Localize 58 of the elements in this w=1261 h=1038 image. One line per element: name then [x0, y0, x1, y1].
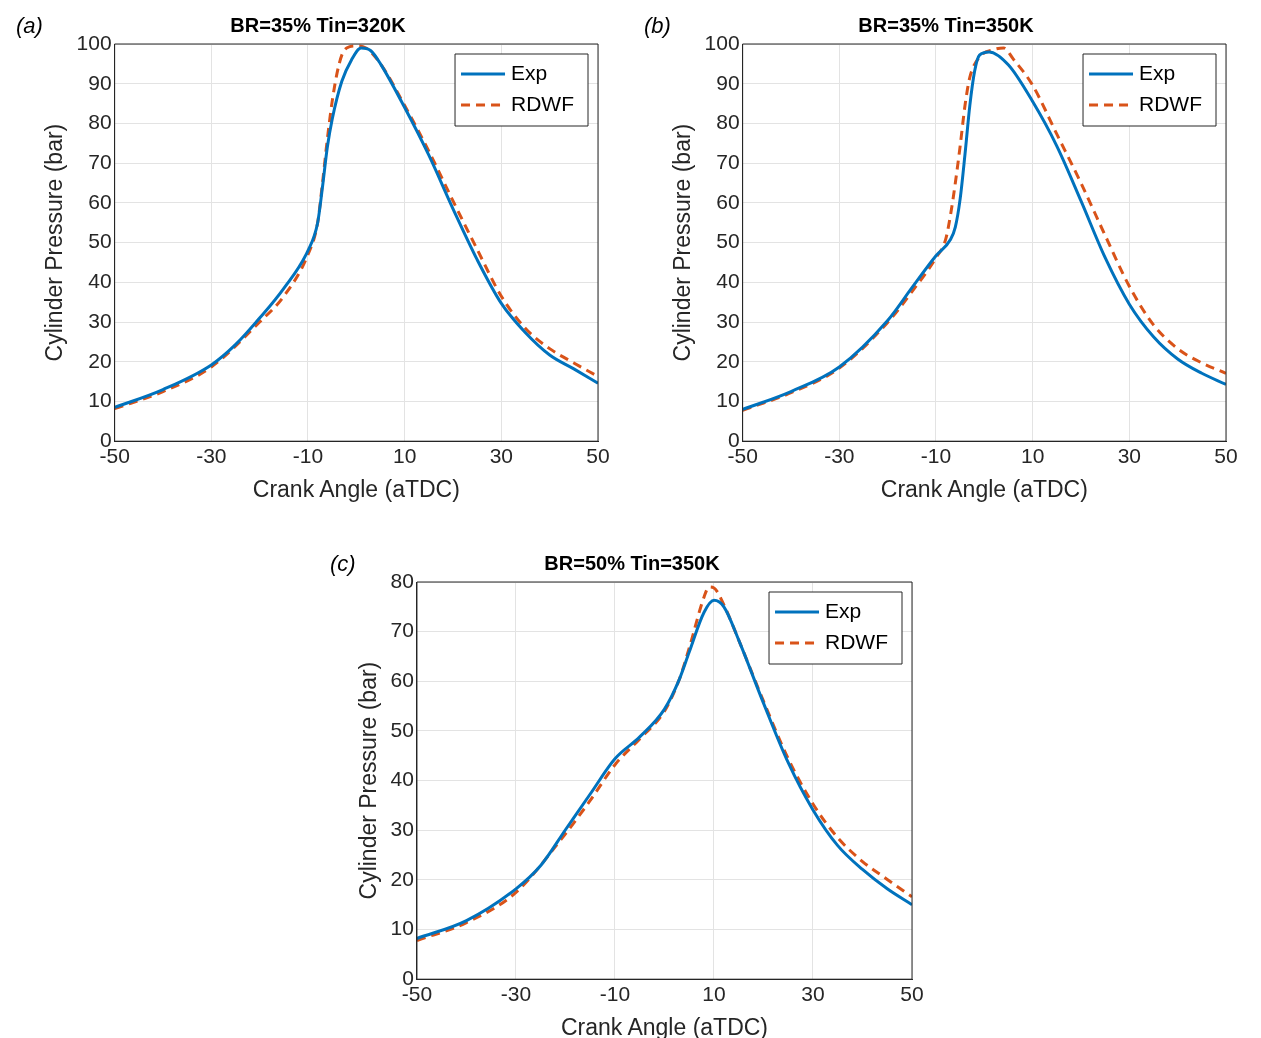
x-tick-label: -30	[824, 443, 855, 467]
y-tick-label: 50	[390, 717, 414, 741]
y-tick-label: 30	[88, 308, 112, 332]
text: (b)	[644, 13, 671, 39]
y-tick-label: 100	[704, 30, 740, 54]
x-tick-label: 50	[1214, 443, 1238, 467]
legend-label: Exp	[1139, 60, 1176, 84]
y-tick-label: 10	[88, 388, 112, 412]
y-axis-title: Cylinder Pressure (bar)	[355, 661, 382, 900]
x-tick-label: 30	[801, 981, 825, 1005]
y-tick-label: 40	[88, 269, 112, 293]
y-axis-title: Cylinder Pressure (bar)	[669, 123, 696, 362]
y-tick-label: 10	[716, 388, 740, 412]
x-axis-title: Crank Angle (aTDC)	[252, 475, 460, 502]
y-axis-title: Cylinder Pressure (bar)	[41, 123, 68, 362]
y-tick-label: 60	[716, 189, 740, 213]
y-tick-label: 20	[390, 866, 414, 890]
legend-label: Exp	[825, 598, 862, 622]
y-tick-label: 50	[88, 229, 112, 253]
chart-title: BR=35% Tin=350K	[858, 13, 1035, 36]
y-tick-label: 20	[716, 348, 740, 372]
y-tick-label: 80	[390, 568, 414, 592]
y-tick-label: 70	[390, 618, 414, 642]
x-tick-label: -10	[292, 443, 324, 467]
y-tick-label: 80	[88, 110, 112, 134]
legend-label: RDWF	[1139, 91, 1202, 115]
legend-label: RDWF	[511, 91, 574, 115]
y-tick-label: 60	[390, 668, 414, 692]
y-tick-label: 20	[88, 348, 112, 372]
y-tick-label: 90	[716, 70, 740, 94]
y-tick-label: 70	[716, 149, 740, 173]
y-tick-label: 50	[716, 229, 740, 253]
x-tick-label: 50	[586, 443, 610, 467]
y-tick-label: 80	[716, 110, 740, 134]
chart-title: BR=50% Tin=350K	[544, 551, 721, 574]
y-tick-label: 30	[390, 817, 414, 841]
x-tick-label: 30	[489, 443, 514, 467]
legend-label: RDWF	[825, 629, 888, 653]
y-tick-label: 40	[716, 269, 740, 293]
y-tick-label: 100	[76, 30, 112, 54]
y-tick-label: 70	[88, 149, 112, 173]
x-tick-label: 10	[1020, 443, 1045, 467]
y-tick-label: 40	[390, 767, 414, 791]
x-axis-title: Crank Angle (aTDC)	[880, 475, 1088, 502]
chart-title: BR=35% Tin=320K	[230, 13, 407, 36]
x-tick-label: -30	[500, 981, 532, 1005]
x-tick-label: -10	[599, 981, 631, 1005]
y-tick-label: 60	[88, 189, 112, 213]
y-tick-label: 30	[716, 308, 740, 332]
text: (a)	[16, 13, 43, 39]
text: (c)	[330, 551, 356, 577]
x-tick-label: 50	[900, 981, 924, 1005]
x-tick-label: -30	[196, 443, 227, 467]
x-tick-label: 30	[1117, 443, 1142, 467]
legend-label: Exp	[511, 60, 548, 84]
y-tick-label: 90	[88, 70, 112, 94]
x-tick-label: -10	[920, 443, 952, 467]
y-tick-label: 10	[390, 916, 414, 940]
